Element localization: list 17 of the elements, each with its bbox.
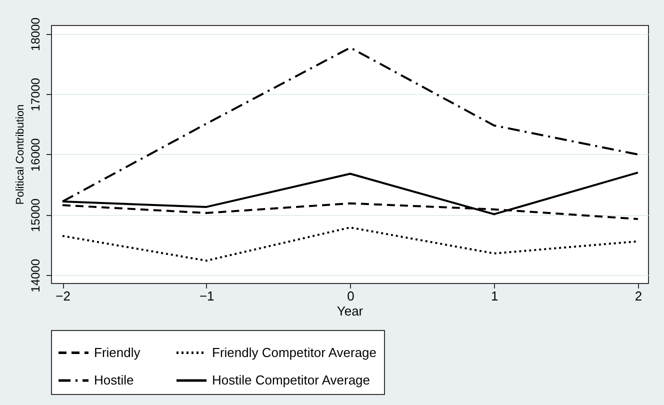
x-tick-label: 1 [490,288,498,304]
y-axis-title: Political Contribution [14,104,26,205]
legend-label: Hostile [94,372,134,388]
x-tick-label: 0 [347,288,354,304]
x-axis-title: Year [336,304,364,318]
line-series [62,226,639,262]
y-tick-label: 16000 [28,138,42,172]
y-tick-label: 18000 [28,17,42,51]
legend-label: Friendly [94,344,141,360]
y-tick-label: 15000 [28,198,42,232]
legend-label: Friendly Competitor Average [212,344,377,360]
y-tick-label: 14000 [28,258,42,292]
x-tick-label: −2 [56,288,70,304]
legend-label: Hostile Competitor Average [212,372,370,388]
x-tick-label: −1 [199,288,214,304]
y-tick-label: 17000 [28,78,42,112]
x-tick-label: 2 [634,288,642,304]
